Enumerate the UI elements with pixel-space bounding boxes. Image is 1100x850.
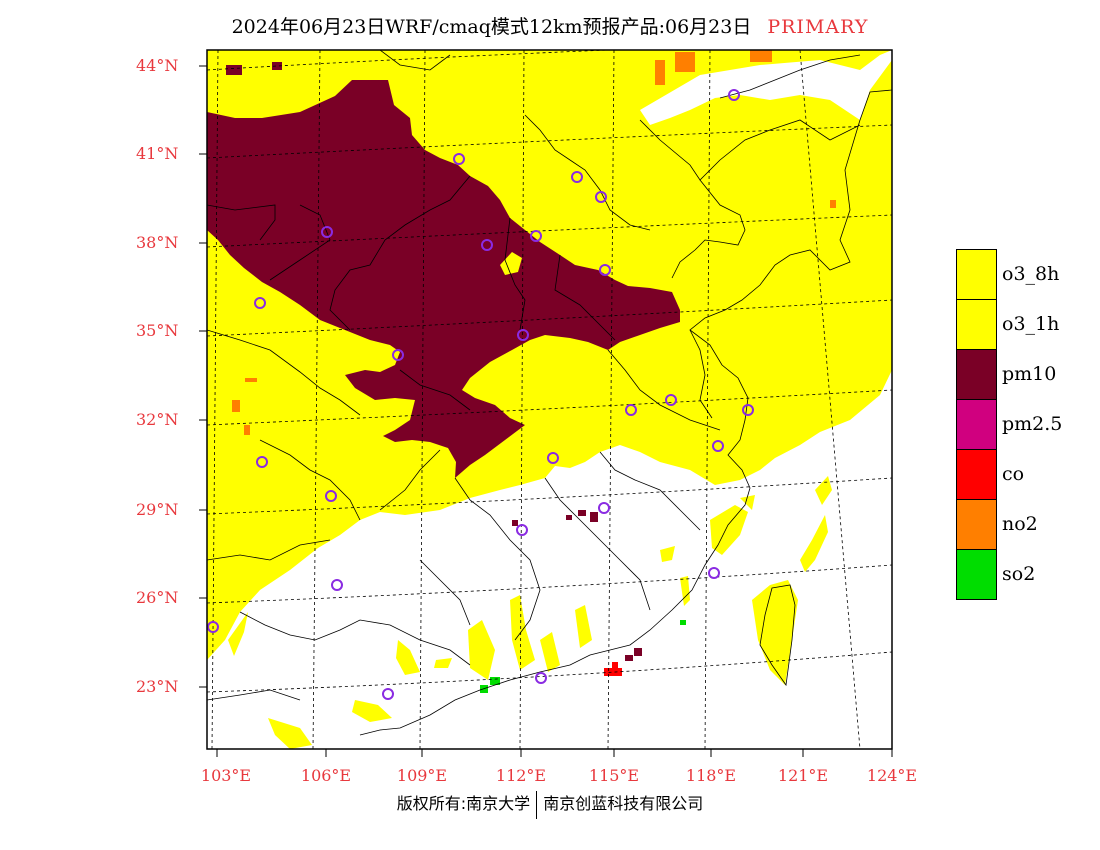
lat-label: 38°N xyxy=(136,233,179,252)
legend-item-so2: so2 xyxy=(956,549,1096,600)
lon-label: 112°E xyxy=(495,766,547,785)
lat-label: 26°N xyxy=(136,588,179,607)
lat-label: 41°N xyxy=(136,144,179,163)
station-circle xyxy=(517,329,529,341)
lon-label: 118°E xyxy=(685,766,737,785)
lon-label: 124°E xyxy=(866,766,918,785)
station-circle xyxy=(256,456,268,468)
station-circle xyxy=(571,171,583,183)
station-circle xyxy=(516,524,528,536)
legend-swatch xyxy=(956,549,997,600)
legend-item-o3-8h: o3_8h xyxy=(956,249,1096,300)
legend-swatch xyxy=(956,249,997,300)
station-circle xyxy=(742,404,754,416)
pm10-region xyxy=(207,80,680,478)
station-circle xyxy=(728,89,740,101)
station-circle xyxy=(598,502,610,514)
station-circle xyxy=(331,579,343,591)
station-circle xyxy=(665,394,677,406)
legend-item-pm25: pm2.5 xyxy=(956,399,1096,450)
station-markers xyxy=(207,89,754,700)
legend-item-pm10: pm10 xyxy=(956,349,1096,400)
legend-swatch xyxy=(956,349,997,400)
lon-label: 106°E xyxy=(300,766,352,785)
title-tag: PRIMARY xyxy=(767,16,869,38)
legend-label: pm2.5 xyxy=(1002,413,1063,435)
boundaries xyxy=(207,50,892,736)
lon-label: 121°E xyxy=(777,766,829,785)
axis-ticks xyxy=(199,65,893,757)
legend-label: o3_8h xyxy=(1002,263,1060,285)
station-circle xyxy=(595,191,607,203)
lon-label: 103°E xyxy=(200,766,252,785)
lat-label: 35°N xyxy=(136,321,179,340)
station-circle xyxy=(321,226,333,238)
map-frame xyxy=(206,49,893,750)
legend-label: pm10 xyxy=(1002,363,1057,385)
station-circle xyxy=(453,153,465,165)
legend-label: co xyxy=(1002,463,1025,485)
station-circle xyxy=(254,297,266,309)
station-circle xyxy=(708,567,720,579)
station-circle xyxy=(325,490,337,502)
lat-label: 44°N xyxy=(136,56,179,75)
legend-swatch xyxy=(956,399,997,450)
legend-item-no2: no2 xyxy=(956,499,1096,550)
lon-label: 115°E xyxy=(588,766,640,785)
station-circle xyxy=(382,688,394,700)
station-circle xyxy=(530,230,542,242)
legend-item-co: co xyxy=(956,449,1096,500)
station-circle xyxy=(547,452,559,464)
station-circle xyxy=(207,621,219,633)
station-circle xyxy=(481,239,493,251)
station-circle xyxy=(392,349,404,361)
legend-swatch xyxy=(956,449,997,500)
legend: o3_8h o3_1h pm10 pm2.5 co no2 so2 xyxy=(956,249,1096,600)
legend-label: so2 xyxy=(1002,563,1036,585)
lon-label: 109°E xyxy=(396,766,448,785)
lat-label: 29°N xyxy=(136,500,179,519)
station-circle xyxy=(625,404,637,416)
lat-label: 23°N xyxy=(136,677,179,696)
lat-label: 32°N xyxy=(136,410,179,429)
station-circle xyxy=(599,264,611,276)
legend-swatch xyxy=(956,499,997,550)
copyright-company: 南京创蓝科技有限公司 xyxy=(543,794,704,813)
station-circle xyxy=(712,440,724,452)
copyright-footer: 版权所有:南京大学 南京创蓝科技有限公司 xyxy=(0,790,1100,819)
map-title: 2024年06月23日WRF/cmaq模式12km预报产品:06月23日 PRIM… xyxy=(0,12,1100,39)
legend-label: o3_1h xyxy=(1002,313,1060,335)
footer-divider xyxy=(536,790,538,819)
station-circle xyxy=(535,672,547,684)
legend-label: no2 xyxy=(1002,513,1038,535)
legend-swatch xyxy=(956,299,997,350)
title-text: 2024年06月23日WRF/cmaq模式12km预报产品:06月23日 xyxy=(231,16,752,38)
copyright-owner: 版权所有:南京大学 xyxy=(396,794,531,813)
legend-item-o3-1h: o3_1h xyxy=(956,299,1096,350)
